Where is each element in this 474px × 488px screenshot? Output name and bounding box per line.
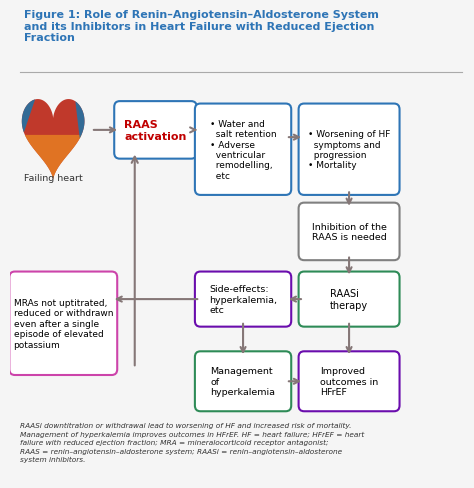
FancyBboxPatch shape: [195, 104, 291, 196]
FancyBboxPatch shape: [195, 351, 291, 411]
FancyBboxPatch shape: [299, 272, 400, 327]
Text: Figure 1: Role of Renin–Angiotensin–Aldosterone System
and its Inhibitors in Hea: Figure 1: Role of Renin–Angiotensin–Aldo…: [24, 10, 379, 43]
Text: RAASi downtitration or withdrawal lead to worsening of HF and increased risk of : RAASi downtitration or withdrawal lead t…: [19, 423, 364, 462]
FancyBboxPatch shape: [299, 104, 400, 196]
FancyBboxPatch shape: [9, 272, 117, 375]
Text: MRAs not uptitrated,
reduced or withdrawn
even after a single
episode of elevate: MRAs not uptitrated, reduced or withdraw…: [14, 298, 113, 349]
Text: RAAS
activation: RAAS activation: [124, 120, 187, 142]
FancyBboxPatch shape: [299, 203, 400, 261]
FancyBboxPatch shape: [114, 102, 197, 159]
Text: • Worsening of HF
  symptoms and
  progression
• Mortality: • Worsening of HF symptoms and progressi…: [308, 130, 390, 170]
Text: Failing heart: Failing heart: [24, 174, 82, 183]
FancyBboxPatch shape: [299, 351, 400, 411]
Text: RAASi
therapy: RAASi therapy: [330, 289, 368, 310]
Polygon shape: [22, 100, 35, 133]
Text: • Water and
  salt retention
• Adverse
  ventricular
  remodelling,
  etc: • Water and salt retention • Adverse ven…: [210, 120, 276, 181]
Polygon shape: [75, 102, 84, 139]
Polygon shape: [25, 136, 82, 181]
Text: Improved
outcomes in
HFrEF: Improved outcomes in HFrEF: [320, 366, 378, 396]
Text: Inhibition of the
RAAS is needed: Inhibition of the RAAS is needed: [311, 222, 386, 242]
Text: Management
of
hyperkalemia: Management of hyperkalemia: [210, 366, 275, 396]
FancyBboxPatch shape: [195, 272, 291, 327]
Polygon shape: [22, 100, 84, 181]
Text: Side-effects:
hyperkalemia,
etc: Side-effects: hyperkalemia, etc: [209, 285, 277, 314]
